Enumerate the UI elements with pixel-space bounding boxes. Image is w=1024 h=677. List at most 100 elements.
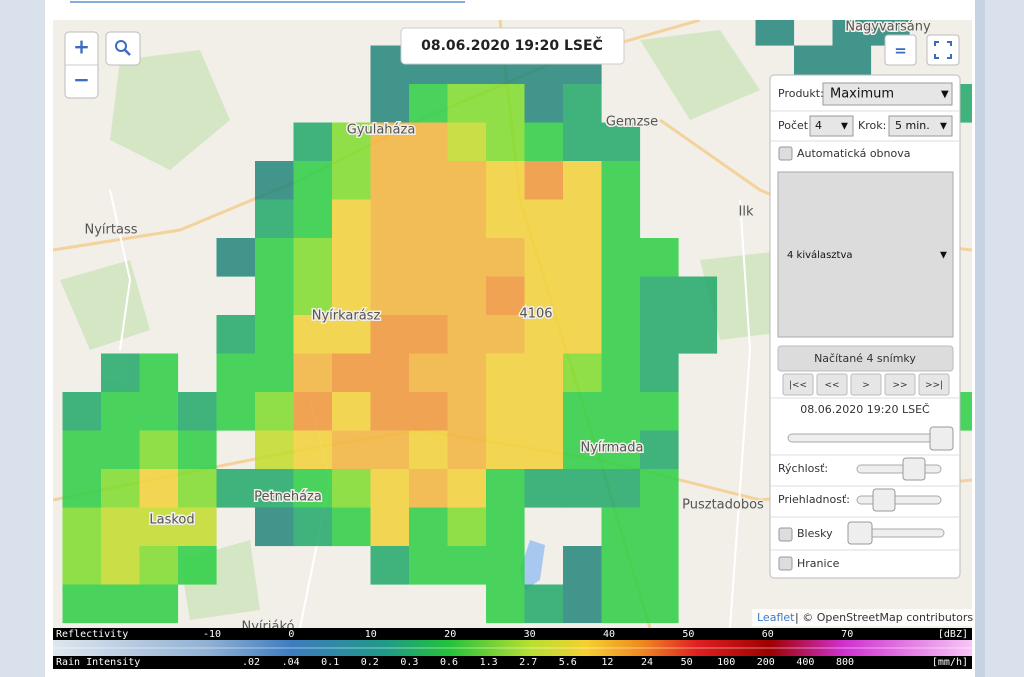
reflectivity-tick: -10 <box>203 629 221 640</box>
speed-slider[interactable] <box>856 464 942 474</box>
radar-cell <box>486 546 525 585</box>
lightning-label[interactable]: Blesky <box>797 527 833 540</box>
loaded-button[interactable]: Načítané 4 snímky <box>814 352 916 365</box>
nav-label[interactable]: >>| <box>925 381 943 391</box>
radar-cell <box>409 392 448 431</box>
radar-cell <box>563 546 602 585</box>
step-select[interactable] <box>888 115 953 137</box>
place-label: Nyíriákó <box>242 620 295 635</box>
attribution-link[interactable]: Leaflet <box>757 611 795 624</box>
slider-thumb[interactable] <box>872 488 896 512</box>
product-value[interactable]: Maximum <box>830 87 894 102</box>
product-select[interactable] <box>822 82 953 106</box>
radar-cell <box>255 392 294 431</box>
radar-cell <box>62 546 102 585</box>
radar-cell <box>447 392 487 431</box>
radar-cell <box>563 238 602 277</box>
radar-cell <box>370 161 410 200</box>
radar-cell <box>447 469 487 508</box>
map: Nagyvarsány Gyulaháza Gemzse Nyírtass Ilk Nyí… <box>53 20 972 635</box>
auto-refresh[interactable]: Automatická obnova <box>797 147 911 160</box>
place-label: Nagyvarsány <box>845 20 931 35</box>
radar-cell <box>332 276 371 316</box>
zoom-in[interactable]: + <box>73 35 90 59</box>
listbox[interactable] <box>777 171 954 338</box>
count-value[interactable]: 4 <box>815 119 822 132</box>
checkbox[interactable] <box>778 527 793 542</box>
radar-cell <box>139 507 179 547</box>
fullscreen-button[interactable] <box>926 34 960 66</box>
radar-cell <box>62 584 102 624</box>
nav-buttons: |<< << > >> >>| <box>782 373 950 396</box>
layers-button-box[interactable] <box>884 34 917 66</box>
layers-button[interactable]: = <box>894 42 907 60</box>
radar-cell <box>139 584 179 624</box>
radar-cell <box>563 315 602 354</box>
radar-cell <box>409 84 448 123</box>
radar-cell <box>486 161 525 200</box>
checkbox[interactable] <box>778 146 793 161</box>
selection[interactable]: 4 kiválasztva <box>787 249 853 261</box>
radar-cell <box>178 469 217 508</box>
loaded-button-box[interactable] <box>777 345 954 372</box>
slider-thumb[interactable] <box>847 521 873 545</box>
radar-cell <box>640 238 679 277</box>
radar-cell <box>447 84 487 123</box>
radar-cell <box>255 199 294 239</box>
radar-cell <box>139 469 179 508</box>
slider-thumb[interactable] <box>929 426 954 451</box>
step-value[interactable]: 5 min. <box>895 119 930 132</box>
radar-cell <box>293 315 333 354</box>
count-select[interactable] <box>809 115 854 137</box>
scroll-edge <box>975 0 985 677</box>
reflectivity-tick: 60 <box>762 629 774 640</box>
radar-cell <box>447 546 487 585</box>
radar-cell <box>216 353 256 393</box>
radar-cell <box>293 122 333 162</box>
speed-label: Rýchlosť: <box>778 462 828 475</box>
slider-thumb[interactable] <box>902 457 926 481</box>
zoom-out[interactable]: − <box>73 68 90 92</box>
reflectivity-tick: 10 <box>365 629 377 640</box>
radar-cell <box>101 469 140 508</box>
radar-cell <box>332 353 371 393</box>
opacity-slider[interactable] <box>856 495 942 505</box>
radar-cell <box>139 392 179 431</box>
nav-button[interactable] <box>918 373 950 396</box>
place-label: Laskod <box>149 513 194 528</box>
time-slider[interactable] <box>787 433 954 443</box>
rain-tick: 0.1 <box>321 657 339 668</box>
radar-cell <box>601 392 641 431</box>
radar-cell <box>640 315 679 354</box>
search-button[interactable] <box>105 31 141 66</box>
radar-cell <box>640 507 679 547</box>
radar-cell <box>409 161 448 200</box>
radar-cell <box>332 392 371 431</box>
nav-label[interactable]: >> <box>892 381 907 391</box>
radar-cell <box>139 353 179 393</box>
nav-button[interactable] <box>782 373 814 396</box>
radar-cell <box>601 507 641 547</box>
nav-label[interactable]: << <box>824 381 839 391</box>
reflectivity-title: Reflectivity <box>56 629 128 640</box>
radar-cell <box>255 161 294 200</box>
nav-label[interactable]: |<< <box>789 381 807 391</box>
radar-cell <box>293 161 333 200</box>
timestamp-box <box>400 27 625 65</box>
radar-cell <box>293 276 333 316</box>
radar-cell <box>293 238 333 277</box>
radar-cell <box>640 353 679 393</box>
radar-cell <box>524 584 564 624</box>
arrow: ▼ <box>841 122 848 132</box>
radar-cell <box>409 469 448 508</box>
nav-label[interactable]: > <box>862 381 870 391</box>
borders-label[interactable]: Hranice <box>797 557 840 570</box>
nav-button[interactable] <box>850 373 882 396</box>
checkbox[interactable] <box>778 556 793 571</box>
radar-cell <box>409 315 448 354</box>
place-labels: Nagyvarsány Gyulaháza Gemzse Nyírtass Ilk Nyí… <box>83 20 932 635</box>
nav-button[interactable] <box>816 373 848 396</box>
rain-tick: 12 <box>601 657 613 668</box>
radar-cell <box>101 584 140 624</box>
nav-button[interactable] <box>884 373 916 396</box>
